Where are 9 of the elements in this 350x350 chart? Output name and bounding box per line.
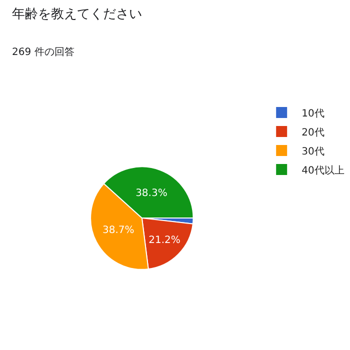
legend-label: 30代 [302,146,324,158]
legend-label: 10代 [302,108,324,120]
chart-subtitle: 269 件の回答 [12,46,74,58]
legend-label: 40代以上 [302,164,344,176]
data-label: 38.3% [136,188,168,199]
data-label: 21.2% [148,234,180,246]
chart-title: 年齢を教えてください [12,7,142,22]
data-label: 38.7% [102,224,134,236]
legend-label: 20代 [302,127,324,138]
